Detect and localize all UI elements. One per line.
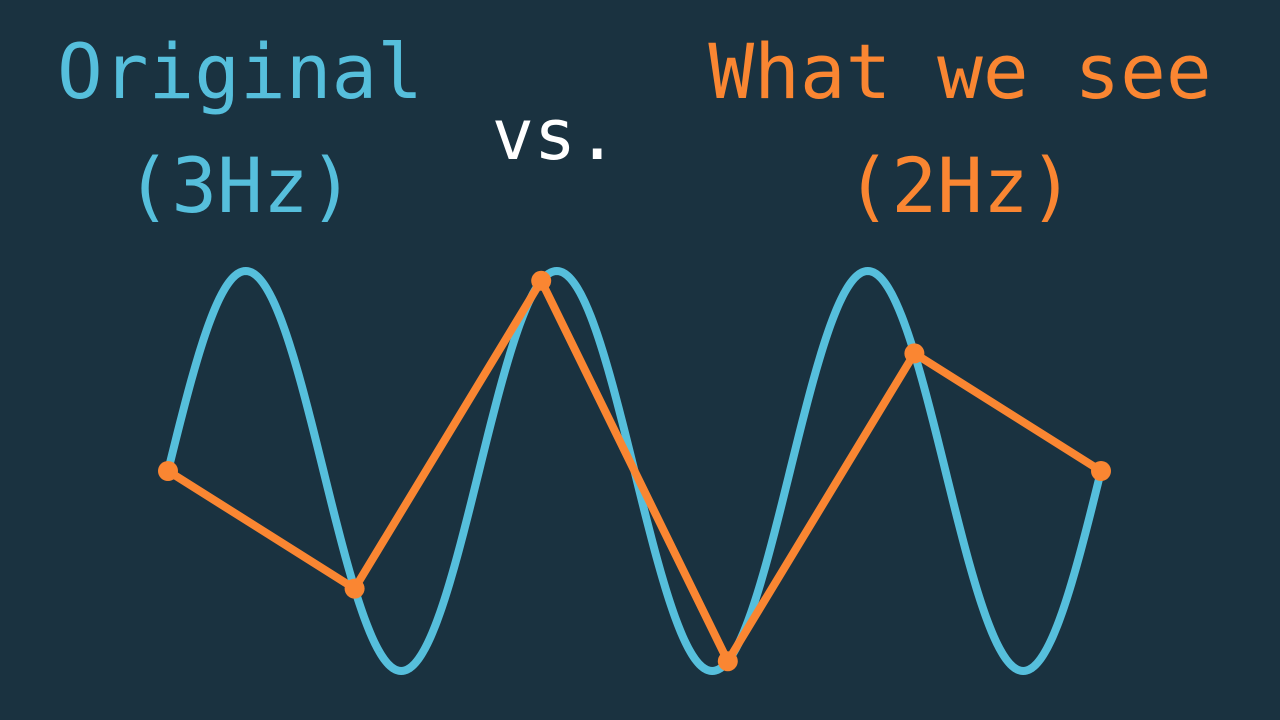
sample-point-6 xyxy=(1091,461,1111,481)
sample-points xyxy=(158,270,1111,672)
sampled-signal-line xyxy=(164,276,1105,666)
sample-point-2 xyxy=(344,578,365,599)
sample-point-4 xyxy=(717,651,738,672)
seen-title: What we see xyxy=(708,27,1212,116)
sample-point-5 xyxy=(904,343,925,364)
original-title: Original xyxy=(56,27,424,116)
seen-frequency-label: (2Hz) xyxy=(845,141,1075,230)
sample-point-1 xyxy=(158,461,178,481)
original-frequency-label: (3Hz) xyxy=(125,141,355,230)
vs-label: vs. xyxy=(491,94,619,176)
sample-point-3 xyxy=(531,270,552,291)
